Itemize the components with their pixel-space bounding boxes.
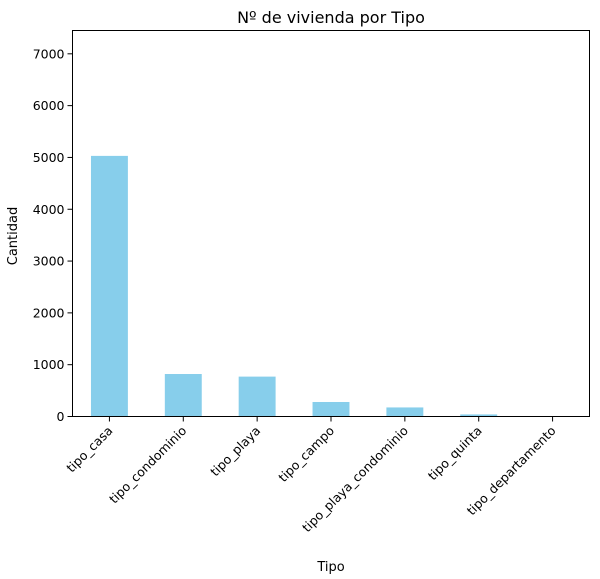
x-tick-label: tipo_playa xyxy=(207,423,263,479)
bar-tipo_quinta xyxy=(460,414,498,417)
x-tick-label: tipo_casa xyxy=(63,423,115,475)
y-tick-label: 4000 xyxy=(33,202,65,217)
y-tick-label: 5000 xyxy=(33,150,65,165)
y-tick-label: 7000 xyxy=(33,46,65,61)
bar-tipo_casa xyxy=(90,155,128,417)
x-tick-label: tipo_condominio xyxy=(106,423,189,506)
y-axis-label: Cantidad xyxy=(6,207,21,265)
y-tick-label: 0 xyxy=(57,409,65,424)
bar-tipo_playa_condominio xyxy=(386,407,424,417)
y-tick-label: 3000 xyxy=(33,254,65,269)
bar-tipo_playa xyxy=(238,376,276,417)
x-tick-label: tipo_quinta xyxy=(425,423,485,483)
x-axis-label: Tipo xyxy=(316,560,344,575)
chart-title: Nº de vivienda por Tipo xyxy=(237,8,425,27)
x-tick-label: tipo_campo xyxy=(275,423,337,485)
bar-tipo_condominio xyxy=(164,374,202,417)
plot-frame xyxy=(72,30,590,417)
bars-group xyxy=(90,155,572,417)
y-tick-label: 1000 xyxy=(33,357,65,372)
y-tick-label: 6000 xyxy=(33,98,65,113)
y-tick-label: 2000 xyxy=(33,305,65,320)
y-axis: 0 1000 2000 3000 4000 5000 6000 7000 xyxy=(33,46,73,424)
bar-tipo_campo xyxy=(312,401,350,417)
